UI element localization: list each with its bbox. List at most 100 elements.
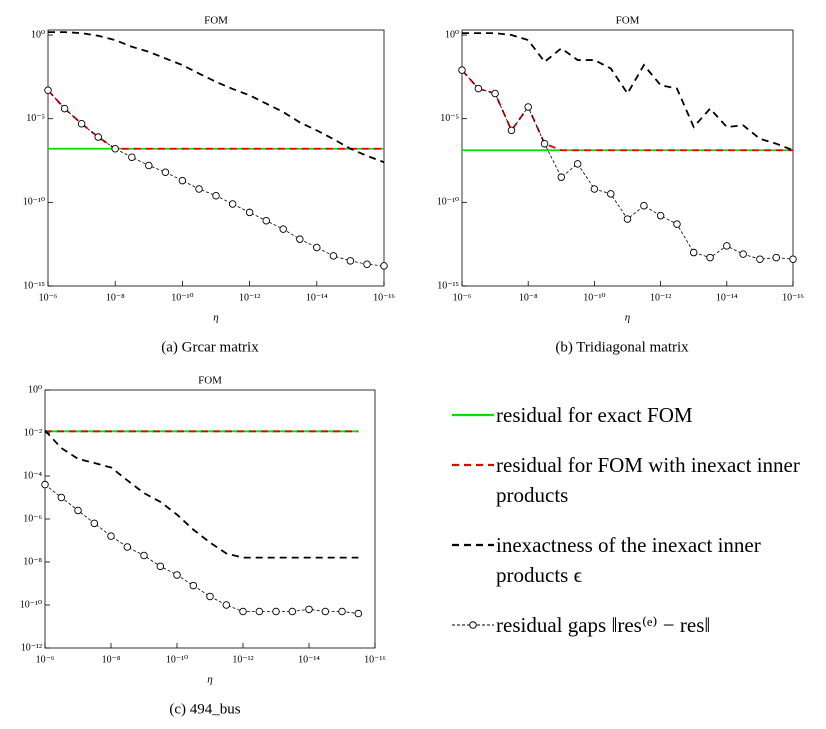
marker bbox=[573, 160, 582, 168]
marker bbox=[656, 211, 665, 220]
x-tick-label: 10⁻¹² bbox=[239, 292, 260, 303]
marker bbox=[673, 220, 681, 228]
y-tick-label: 10⁻¹⁵ bbox=[23, 280, 45, 291]
marker bbox=[212, 191, 220, 200]
marker bbox=[228, 200, 237, 208]
marker bbox=[305, 605, 313, 614]
legend-swatch bbox=[452, 463, 494, 467]
legend-entry: residual gaps ‖res⁽ᵉ⁾ − res‖ bbox=[450, 610, 820, 640]
marker bbox=[540, 139, 549, 148]
marker bbox=[173, 571, 181, 579]
legend-swatch bbox=[452, 543, 494, 547]
marker bbox=[321, 607, 330, 616]
marker bbox=[107, 532, 115, 540]
x-axis-label: η bbox=[207, 674, 212, 686]
x-tick-label: 10⁻¹⁶ bbox=[373, 292, 395, 303]
series-line bbox=[48, 31, 384, 164]
y-tick-label: 10⁻⁸ bbox=[23, 556, 42, 567]
marker bbox=[189, 581, 198, 590]
legend-swatch bbox=[452, 413, 494, 417]
plot-area bbox=[47, 29, 385, 287]
marker bbox=[789, 255, 797, 263]
marker bbox=[60, 104, 69, 113]
legend-label: inexactness of the inexact inner product… bbox=[496, 533, 761, 587]
marker bbox=[723, 242, 731, 250]
marker bbox=[739, 250, 747, 258]
marker bbox=[178, 176, 187, 185]
x-tick-label: 10⁻⁶ bbox=[453, 292, 472, 303]
chart-title: FOM bbox=[198, 375, 222, 387]
y-tick-label: 10⁻¹² bbox=[21, 642, 42, 653]
marker bbox=[338, 607, 346, 616]
x-tick-label: 10⁻¹⁴ bbox=[306, 292, 328, 303]
series-line bbox=[45, 429, 359, 559]
marker bbox=[44, 86, 52, 95]
marker bbox=[94, 133, 102, 141]
marker bbox=[195, 185, 203, 193]
marker bbox=[380, 262, 388, 270]
chart-title: FOM bbox=[616, 15, 640, 27]
x-tick-label: 10⁻¹⁰ bbox=[171, 292, 193, 303]
y-tick-label: 10⁻¹⁵ bbox=[437, 280, 459, 291]
plot-area bbox=[461, 29, 794, 287]
marker bbox=[222, 601, 231, 609]
chart: FOM 10⁻⁶ 10⁻⁸ 10⁻¹⁰ 10⁻¹² 10⁻¹⁴ 10⁻¹⁶ 10⁰ 10⁻⁵ 10… bbox=[23, 15, 396, 356]
chart: FOM 10⁻⁶ 10⁻⁸ 10⁻¹⁰ 10⁻¹² 10⁻¹⁴ 10⁻¹⁶ 10⁰ 10⁻⁵ 10… bbox=[437, 15, 805, 356]
y-tick-label: 10⁻⁶ bbox=[23, 513, 42, 524]
marker bbox=[57, 493, 66, 502]
y-tick-label: 10⁻⁵ bbox=[440, 113, 459, 124]
marker bbox=[689, 248, 698, 257]
legend-label: residual for FOM with inexact inner prod… bbox=[496, 453, 800, 507]
marker bbox=[354, 609, 363, 618]
caption: (b) Tridiagonal matrix bbox=[555, 339, 689, 355]
marker bbox=[255, 607, 264, 616]
chart: FOM 10⁻⁶ 10⁻⁸ 10⁻¹⁰ 10⁻¹² 10⁻¹⁴ 10⁻¹⁶ 10⁰ 10⁻² 10… bbox=[20, 375, 387, 718]
x-tick-label: 10⁻⁸ bbox=[519, 292, 538, 303]
marker bbox=[239, 607, 247, 616]
marker bbox=[524, 103, 532, 111]
marker bbox=[128, 153, 136, 161]
marker bbox=[262, 216, 270, 225]
marker bbox=[458, 66, 466, 74]
legend-swatch bbox=[452, 621, 494, 629]
marker bbox=[706, 253, 714, 262]
legend-label: residual gaps ‖res⁽ᵉ⁾ − res‖ bbox=[496, 613, 711, 637]
marker bbox=[161, 168, 170, 176]
x-tick-label: 10⁻⁸ bbox=[106, 292, 125, 303]
marker bbox=[77, 119, 86, 128]
marker bbox=[557, 173, 566, 181]
y-tick-label: 10⁻¹⁰ bbox=[20, 599, 42, 610]
marker bbox=[590, 185, 599, 193]
x-tick-label: 10⁻¹⁰ bbox=[583, 292, 605, 303]
x-tick-label: 10⁻¹⁴ bbox=[716, 292, 738, 303]
marker bbox=[140, 551, 148, 560]
x-tick-label: 10⁻⁶ bbox=[39, 292, 58, 303]
y-tick-label: 10⁻⁴ bbox=[23, 470, 42, 481]
marker bbox=[111, 144, 119, 153]
marker bbox=[474, 84, 483, 93]
legend-entry: residual for FOM with inexact inner prod… bbox=[450, 450, 820, 510]
y-tick-label: 10⁰ bbox=[445, 29, 459, 40]
legend-label: residual for exact FOM bbox=[496, 403, 693, 427]
marker bbox=[640, 201, 648, 210]
x-axis-label: η bbox=[213, 312, 218, 324]
x-tick-label: 10⁻¹⁶ bbox=[782, 292, 804, 303]
marker bbox=[363, 260, 371, 268]
chart-title: FOM bbox=[204, 15, 228, 27]
y-tick-label: 10⁻⁵ bbox=[26, 113, 45, 124]
caption: (c) 494_bus bbox=[169, 701, 240, 717]
marker bbox=[245, 208, 254, 217]
marker bbox=[491, 89, 499, 98]
plot-area bbox=[44, 389, 376, 649]
marker bbox=[145, 161, 153, 170]
x-tick-label: 10⁻⁸ bbox=[102, 654, 121, 665]
x-tick-label: 10⁻⁶ bbox=[36, 654, 55, 665]
marker bbox=[41, 480, 49, 489]
y-tick-label: 10⁰ bbox=[31, 29, 45, 40]
marker bbox=[346, 257, 355, 265]
x-tick-label: 10⁻¹² bbox=[650, 292, 671, 303]
marker bbox=[90, 519, 99, 528]
x-tick-label: 10⁻¹⁶ bbox=[364, 654, 386, 665]
